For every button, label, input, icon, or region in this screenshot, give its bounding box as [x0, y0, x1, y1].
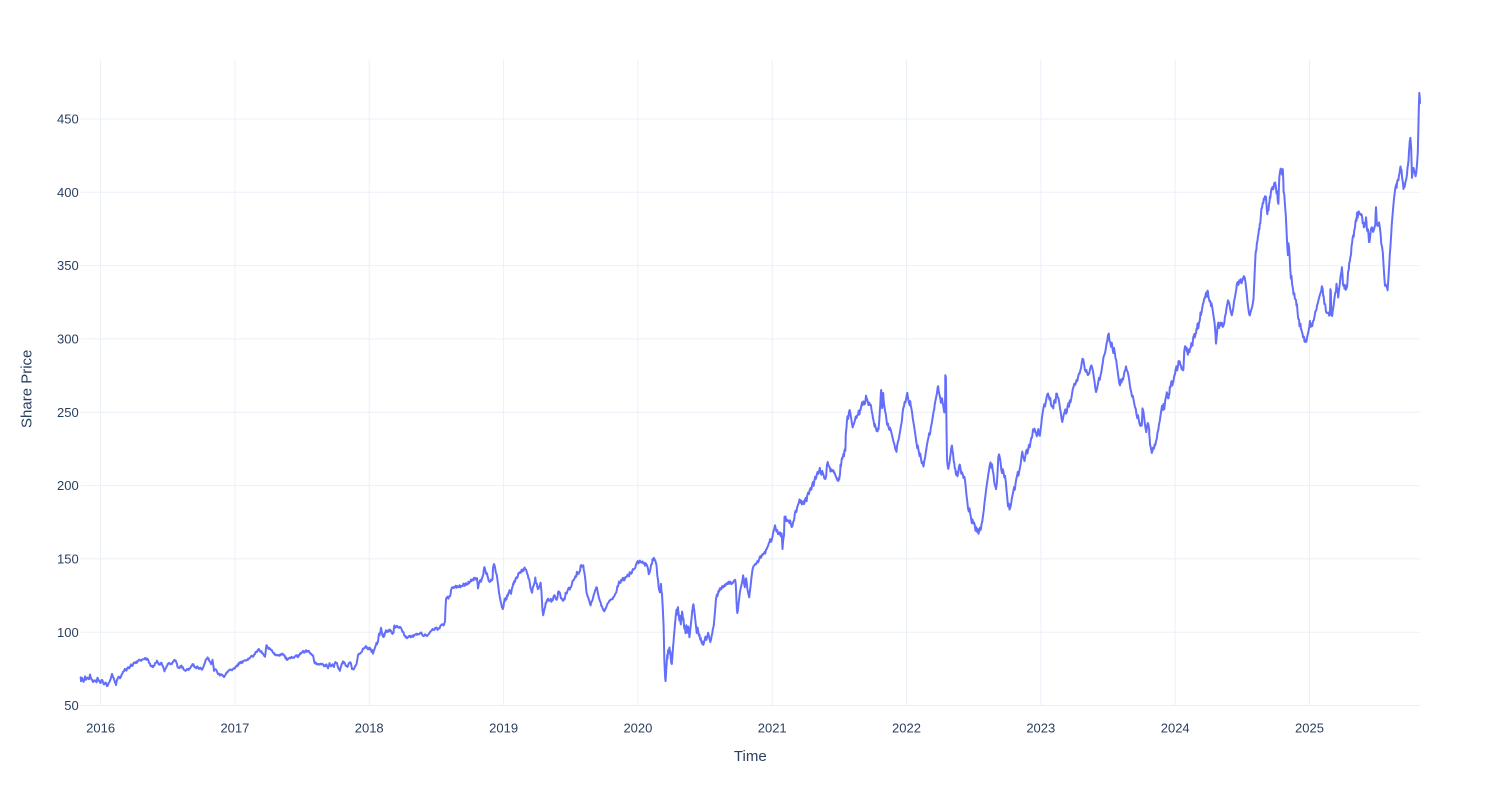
svg-text:2024: 2024 [1161, 721, 1190, 736]
svg-text:Time: Time [734, 748, 767, 765]
svg-text:200: 200 [57, 478, 79, 493]
svg-text:450: 450 [57, 112, 79, 127]
svg-text:2016: 2016 [86, 721, 115, 736]
svg-text:2018: 2018 [355, 721, 384, 736]
svg-text:2025: 2025 [1295, 721, 1324, 736]
svg-text:2022: 2022 [892, 721, 921, 736]
svg-text:2020: 2020 [623, 721, 652, 736]
svg-text:250: 250 [57, 405, 79, 420]
svg-text:2017: 2017 [220, 721, 249, 736]
svg-text:100: 100 [57, 625, 79, 640]
svg-text:300: 300 [57, 332, 79, 347]
svg-text:400: 400 [57, 185, 79, 200]
svg-text:50: 50 [64, 698, 78, 713]
svg-text:350: 350 [57, 258, 79, 273]
svg-text:150: 150 [57, 552, 79, 567]
svg-text:2023: 2023 [1026, 721, 1055, 736]
svg-text:2021: 2021 [758, 721, 787, 736]
svg-text:2019: 2019 [489, 721, 518, 736]
svg-text:Share Price: Share Price [18, 350, 35, 428]
